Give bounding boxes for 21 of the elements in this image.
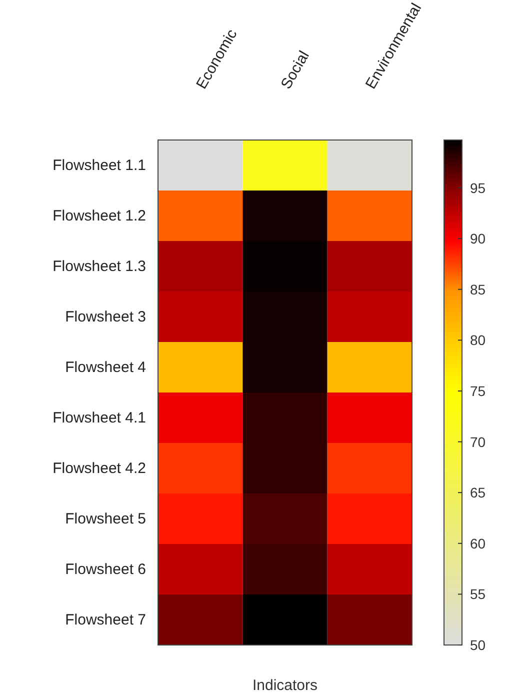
color-bar-label: 65 — [470, 484, 486, 501]
y-tick-label: Flowsheet 4.1 — [52, 409, 146, 426]
x-axis-title: Indicators — [252, 677, 318, 694]
y-tick-label: Flowsheet 3 — [65, 308, 146, 326]
color-bar-label: 80 — [470, 332, 486, 348]
y-tick-label: Flowsheet 1.2 — [52, 207, 146, 224]
color-bar-label: 95 — [470, 180, 486, 196]
color-bar-label: 70 — [470, 434, 486, 450]
y-tick-label: Flowsheet 1.1 — [52, 156, 146, 174]
color-bar-label: 50 — [470, 637, 486, 653]
y-tick-label: Flowsheet 1.3 — [52, 258, 146, 275]
color-bar-label: 90 — [470, 230, 486, 247]
color-bar-label: 60 — [470, 535, 486, 552]
color-bar-label: 85 — [470, 281, 486, 298]
y-tick-label: Flowsheet 6 — [65, 560, 146, 578]
color-bar-label: 55 — [470, 586, 486, 602]
color-bar-label: 75 — [470, 382, 486, 399]
y-tick-label: Flowsheet 5 — [65, 510, 146, 528]
y-tick-label: Flowsheet 4.2 — [52, 460, 146, 477]
y-tick-label: Flowsheet 7 — [65, 611, 146, 628]
y-tick-label: Flowsheet 4 — [65, 358, 146, 376]
